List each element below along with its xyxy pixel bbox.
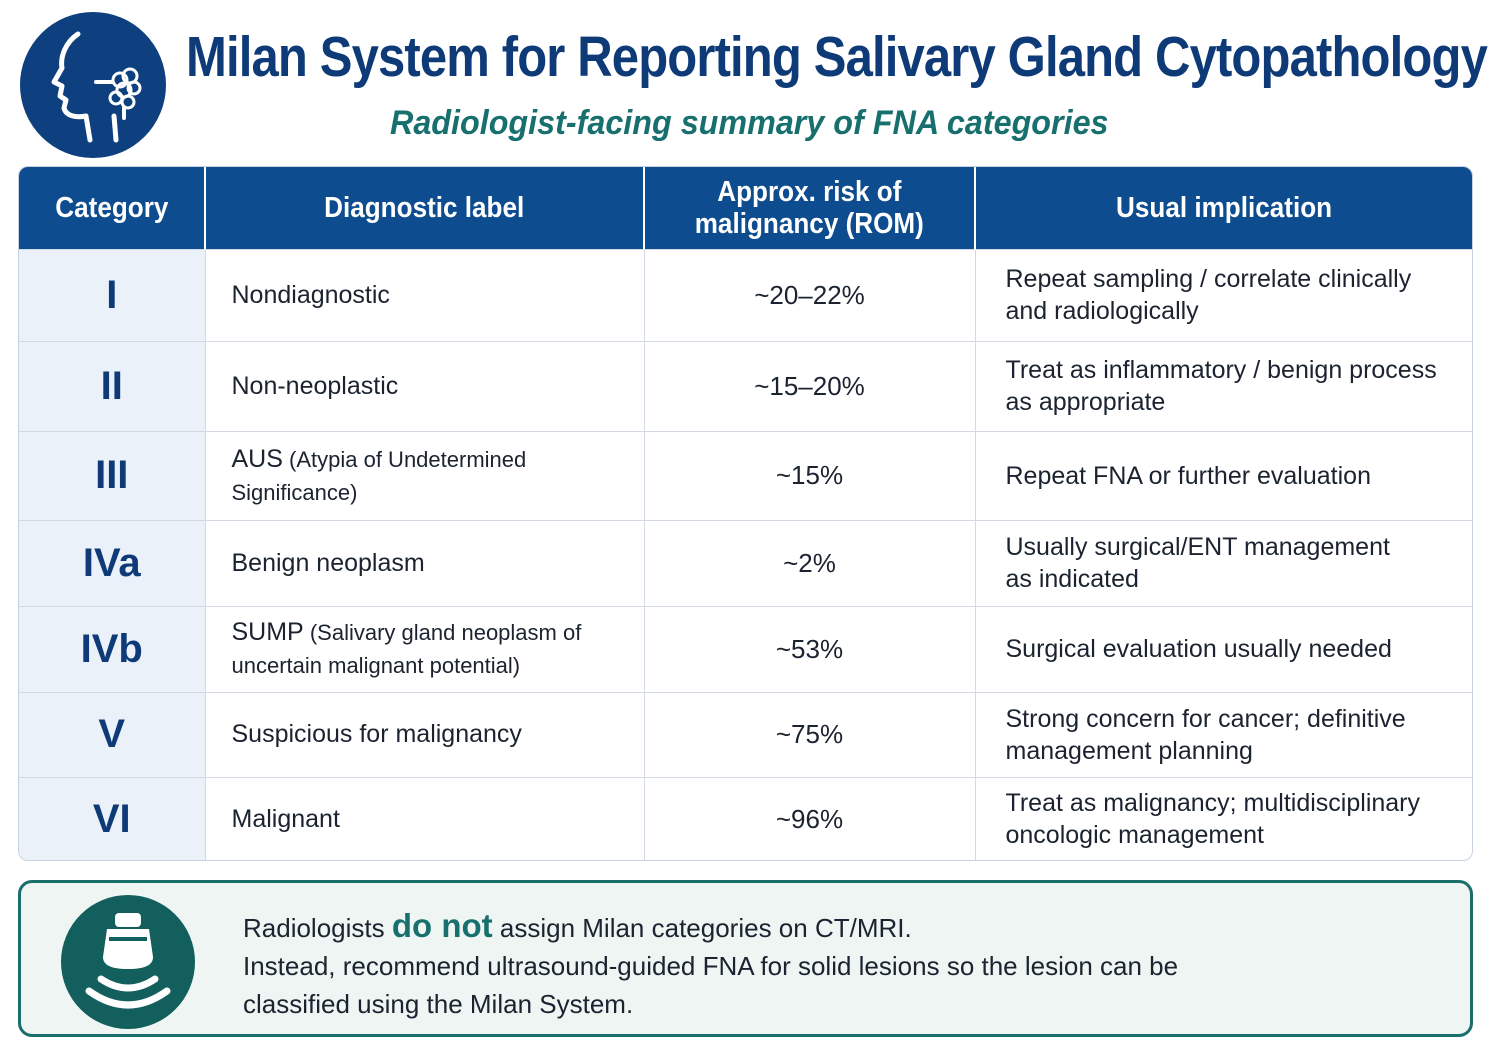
category-cell: IVa (19, 519, 206, 606)
rom-cell: ~2% (644, 519, 976, 606)
note-line-3: classified using the Milan System. (243, 989, 634, 1019)
diagnostic-label-cell: Nondiagnostic (205, 248, 645, 341)
logo-icon (20, 12, 166, 158)
diagnostic-label-cell: Benign neoplasm (205, 519, 645, 606)
diagnostic-label-cell: Malignant (205, 776, 645, 860)
table-row: V Suspicious for malignancy ~75% Strong … (19, 691, 1472, 777)
diagnostic-label-cell: Suspicious for malignancy (205, 691, 645, 777)
implication-cell: Surgical evaluation usually needed (975, 605, 1472, 692)
category-cell: VI (19, 776, 206, 860)
radiologist-note-box: Radiologists do not assign Milan categor… (18, 880, 1473, 1037)
implication-cell: Usually surgical/ENT management as indica… (975, 519, 1472, 606)
table-row: II Non-neoplastic ~15–20% Treat as infla… (19, 340, 1472, 431)
column-header-rom: Approx. risk of malignancy (ROM) (644, 167, 976, 249)
column-header-implication: Usual implication (975, 167, 1472, 249)
column-header-diagnostic-label: Diagnostic label (205, 167, 645, 249)
head-profile-gland-icon (51, 31, 142, 143)
page-subtitle: Radiologist-facing summary of FNA catego… (390, 104, 1109, 142)
diagnostic-label-cell: Non-neoplastic (205, 340, 645, 431)
diagnostic-label-cell: AUS (Atypia of Undetermined Significance… (205, 430, 645, 520)
category-cell: IVb (19, 605, 206, 692)
category-cell: II (19, 340, 206, 431)
rom-cell: ~15% (644, 430, 976, 520)
rom-cell: ~96% (644, 776, 976, 860)
table-row: VI Malignant ~96% Treat as malignancy; m… (19, 776, 1472, 860)
implication-cell: Strong concern for cancer; definitive man… (975, 691, 1472, 777)
category-cell: III (19, 430, 206, 520)
implication-cell: Treat as malignancy; multidisciplinary on… (975, 776, 1472, 860)
rom-cell: ~53% (644, 605, 976, 692)
note-line-2: Instead, recommend ultrasound-guided FNA… (243, 951, 1179, 981)
rom-cell: ~20–22% (644, 248, 976, 341)
implication-cell: Repeat FNA or further evaluation (975, 430, 1472, 520)
category-cell: I (19, 248, 206, 341)
diagnostic-label-cell: SUMP (Salivary gland neoplasm of uncerta… (205, 605, 645, 692)
table-row: IVa Benign neoplasm ~2% Usually surgical… (19, 519, 1472, 606)
category-cell: V (19, 691, 206, 777)
table-header-row: Category Diagnostic label Approx. risk o… (19, 167, 1472, 249)
rom-cell: ~75% (644, 691, 976, 777)
implication-cell: Treat as inflammatory / benign process as… (975, 340, 1472, 431)
table-row: IVb SUMP (Salivary gland neoplasm of unc… (19, 605, 1472, 692)
table-row: I Nondiagnostic ~20–22% Repeat sampling … (19, 248, 1472, 341)
implication-cell: Repeat sampling / correlate clinically an… (975, 248, 1472, 341)
note-line-1: Radiologists do not assign Milan categor… (243, 907, 912, 944)
table-row: III AUS (Atypia of Undetermined Signific… (19, 430, 1472, 520)
ultrasound-probe-icon (61, 895, 195, 1029)
page-title: Milan System for Reporting Salivary Glan… (186, 25, 1488, 89)
milan-categories-table: Category Diagnostic label Approx. risk o… (18, 166, 1473, 861)
column-header-category: Category (19, 167, 206, 249)
note-text: Radiologists do not assign Milan categor… (243, 907, 1178, 1023)
note-emphasis: do not (391, 907, 493, 944)
rom-cell: ~15–20% (644, 340, 976, 431)
